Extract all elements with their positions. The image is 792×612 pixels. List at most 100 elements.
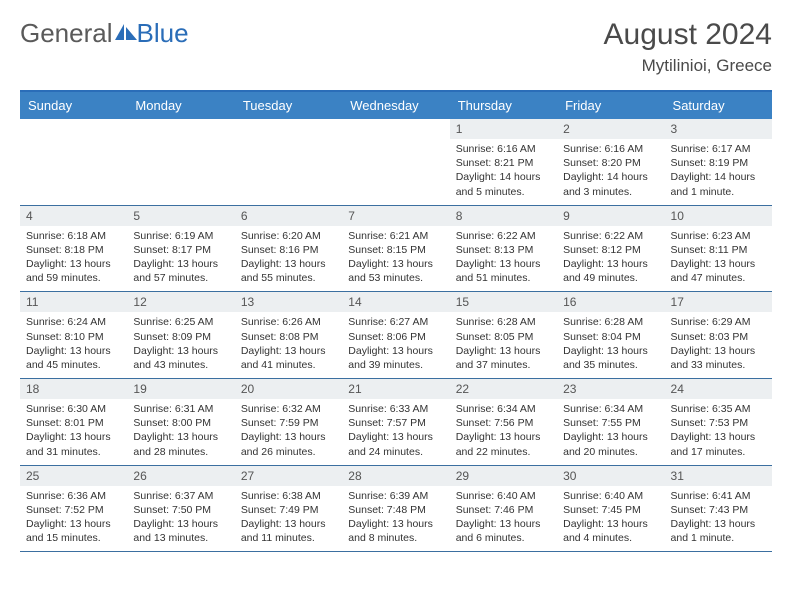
sunset-line: Sunset: 7:43 PM [671,503,766,517]
day-cell: 22Sunrise: 6:34 AMSunset: 7:56 PMDayligh… [450,379,557,465]
daylight-line: Daylight: 13 hours and 37 minutes. [456,344,551,372]
sunrise-line: Sunrise: 6:33 AM [348,402,443,416]
weekday-friday: Friday [557,92,664,119]
sunrise-line: Sunrise: 6:37 AM [133,489,228,503]
day-cell: 1Sunrise: 6:16 AMSunset: 8:21 PMDaylight… [450,119,557,205]
day-details: Sunrise: 6:28 AMSunset: 8:05 PMDaylight:… [450,312,557,378]
daylight-line: Daylight: 14 hours and 5 minutes. [456,170,551,198]
sunrise-line: Sunrise: 6:35 AM [671,402,766,416]
day-cell: 8Sunrise: 6:22 AMSunset: 8:13 PMDaylight… [450,206,557,292]
day-number: 6 [235,206,342,226]
day-cell: 24Sunrise: 6:35 AMSunset: 7:53 PMDayligh… [665,379,772,465]
day-number: 22 [450,379,557,399]
day-details: Sunrise: 6:30 AMSunset: 8:01 PMDaylight:… [20,399,127,465]
day-cell: 21Sunrise: 6:33 AMSunset: 7:57 PMDayligh… [342,379,449,465]
day-details: Sunrise: 6:39 AMSunset: 7:48 PMDaylight:… [342,486,449,552]
day-cell [235,119,342,205]
sunrise-line: Sunrise: 6:18 AM [26,229,121,243]
day-number: 16 [557,292,664,312]
day-details: Sunrise: 6:37 AMSunset: 7:50 PMDaylight:… [127,486,234,552]
day-cell: 14Sunrise: 6:27 AMSunset: 8:06 PMDayligh… [342,292,449,378]
day-number: 28 [342,466,449,486]
day-cell: 31Sunrise: 6:41 AMSunset: 7:43 PMDayligh… [665,466,772,552]
week-row: 1Sunrise: 6:16 AMSunset: 8:21 PMDaylight… [20,119,772,206]
sunset-line: Sunset: 8:16 PM [241,243,336,257]
day-details: Sunrise: 6:22 AMSunset: 8:13 PMDaylight:… [450,226,557,292]
sunset-line: Sunset: 7:46 PM [456,503,551,517]
sunrise-line: Sunrise: 6:32 AM [241,402,336,416]
day-details: Sunrise: 6:41 AMSunset: 7:43 PMDaylight:… [665,486,772,552]
daylight-line: Daylight: 13 hours and 13 minutes. [133,517,228,545]
day-details: Sunrise: 6:23 AMSunset: 8:11 PMDaylight:… [665,226,772,292]
day-number: 13 [235,292,342,312]
location-label: Mytilinioi, Greece [604,56,772,76]
header-right: August 2024 Mytilinioi, Greece [604,18,772,76]
sunrise-line: Sunrise: 6:34 AM [563,402,658,416]
day-number: 30 [557,466,664,486]
day-details: Sunrise: 6:18 AMSunset: 8:18 PMDaylight:… [20,226,127,292]
sunrise-line: Sunrise: 6:21 AM [348,229,443,243]
daylight-line: Daylight: 13 hours and 20 minutes. [563,430,658,458]
sail-icon [115,18,137,49]
weekday-saturday: Saturday [665,92,772,119]
daylight-line: Daylight: 14 hours and 3 minutes. [563,170,658,198]
sunrise-line: Sunrise: 6:40 AM [456,489,551,503]
sunrise-line: Sunrise: 6:28 AM [563,315,658,329]
calendar-page: General Blue August 2024 Mytilinioi, Gre… [0,0,792,570]
daylight-line: Daylight: 13 hours and 35 minutes. [563,344,658,372]
weekday-header-row: SundayMondayTuesdayWednesdayThursdayFrid… [20,92,772,119]
day-details: Sunrise: 6:38 AMSunset: 7:49 PMDaylight:… [235,486,342,552]
daylight-line: Daylight: 13 hours and 24 minutes. [348,430,443,458]
daylight-line: Daylight: 13 hours and 45 minutes. [26,344,121,372]
day-cell [20,119,127,205]
sunrise-line: Sunrise: 6:27 AM [348,315,443,329]
sunset-line: Sunset: 7:45 PM [563,503,658,517]
sunset-line: Sunset: 7:57 PM [348,416,443,430]
daylight-line: Daylight: 13 hours and 4 minutes. [563,517,658,545]
daylight-line: Daylight: 13 hours and 49 minutes. [563,257,658,285]
day-details: Sunrise: 6:17 AMSunset: 8:19 PMDaylight:… [665,139,772,205]
day-cell: 30Sunrise: 6:40 AMSunset: 7:45 PMDayligh… [557,466,664,552]
daylight-line: Daylight: 13 hours and 8 minutes. [348,517,443,545]
sunset-line: Sunset: 7:49 PM [241,503,336,517]
daylight-line: Daylight: 13 hours and 39 minutes. [348,344,443,372]
day-cell: 17Sunrise: 6:29 AMSunset: 8:03 PMDayligh… [665,292,772,378]
sunrise-line: Sunrise: 6:22 AM [563,229,658,243]
daylight-line: Daylight: 13 hours and 31 minutes. [26,430,121,458]
day-cell: 20Sunrise: 6:32 AMSunset: 7:59 PMDayligh… [235,379,342,465]
day-details: Sunrise: 6:21 AMSunset: 8:15 PMDaylight:… [342,226,449,292]
sunset-line: Sunset: 7:48 PM [348,503,443,517]
day-number: 1 [450,119,557,139]
daylight-line: Daylight: 13 hours and 47 minutes. [671,257,766,285]
week-row: 25Sunrise: 6:36 AMSunset: 7:52 PMDayligh… [20,466,772,553]
logo: General Blue [20,18,189,49]
sunset-line: Sunset: 7:53 PM [671,416,766,430]
day-details: Sunrise: 6:40 AMSunset: 7:45 PMDaylight:… [557,486,664,552]
day-number: 14 [342,292,449,312]
daylight-line: Daylight: 13 hours and 28 minutes. [133,430,228,458]
day-cell: 15Sunrise: 6:28 AMSunset: 8:05 PMDayligh… [450,292,557,378]
day-details: Sunrise: 6:29 AMSunset: 8:03 PMDaylight:… [665,312,772,378]
sunrise-line: Sunrise: 6:30 AM [26,402,121,416]
day-number: 4 [20,206,127,226]
daylight-line: Daylight: 13 hours and 15 minutes. [26,517,121,545]
sunrise-line: Sunrise: 6:23 AM [671,229,766,243]
day-details: Sunrise: 6:40 AMSunset: 7:46 PMDaylight:… [450,486,557,552]
sunset-line: Sunset: 8:01 PM [26,416,121,430]
day-cell: 9Sunrise: 6:22 AMSunset: 8:12 PMDaylight… [557,206,664,292]
day-number: 29 [450,466,557,486]
week-row: 18Sunrise: 6:30 AMSunset: 8:01 PMDayligh… [20,379,772,466]
weekday-sunday: Sunday [20,92,127,119]
day-number: 15 [450,292,557,312]
daylight-line: Daylight: 13 hours and 17 minutes. [671,430,766,458]
sunrise-line: Sunrise: 6:25 AM [133,315,228,329]
daylight-line: Daylight: 13 hours and 59 minutes. [26,257,121,285]
sunset-line: Sunset: 8:20 PM [563,156,658,170]
day-details: Sunrise: 6:22 AMSunset: 8:12 PMDaylight:… [557,226,664,292]
sunset-line: Sunset: 8:11 PM [671,243,766,257]
sunrise-line: Sunrise: 6:41 AM [671,489,766,503]
day-number: 23 [557,379,664,399]
sunrise-line: Sunrise: 6:28 AM [456,315,551,329]
sunset-line: Sunset: 8:05 PM [456,330,551,344]
sunset-line: Sunset: 7:59 PM [241,416,336,430]
